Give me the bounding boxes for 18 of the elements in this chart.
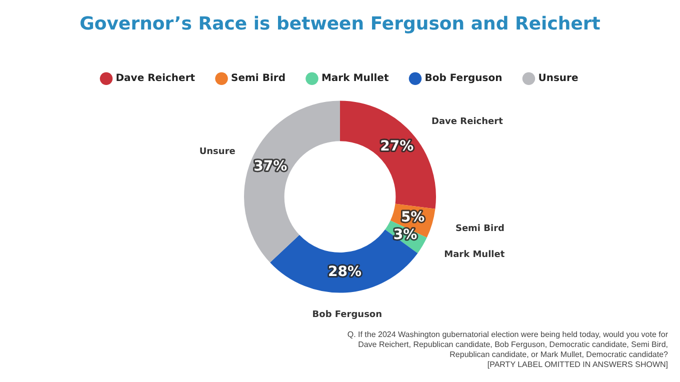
data-label: 5% — [400, 210, 425, 226]
chart-title: Governor’s Race is between Ferguson and Reichert — [80, 13, 601, 34]
slice-label: Bob Ferguson — [312, 310, 382, 320]
legend-label: Dave Reichert — [116, 73, 196, 84]
legend-label: Mark Mullet — [321, 73, 389, 84]
data-label: 3% — [393, 227, 418, 244]
text: Q. If the 2024 Washington gubernatorial election were being held today, would you vote for Dave Reichert, Republican candidate, Bob Ferguson, Democratic candidate, Semi Bird, Republican candidate, or Mark Mullet, Democratic candidate? — [346, 330, 668, 360]
slice-label: Semi Bird — [455, 224, 504, 234]
text: [PARTY LABEL OMITTED IN ANSWERS SHOWN] — [486, 360, 668, 370]
legend-label: Unsure — [538, 73, 578, 84]
data-label: 28% — [328, 264, 362, 280]
legend-label: Semi Bird — [231, 73, 286, 84]
slice-label: Unsure — [199, 146, 236, 157]
data-label: 37% — [254, 158, 288, 174]
data-label: 27% — [380, 138, 414, 154]
legend-label: Bob Ferguson — [424, 73, 502, 84]
slice-label: Mark Mullet — [444, 250, 506, 260]
slice-label: Dave Reichert — [432, 116, 504, 127]
